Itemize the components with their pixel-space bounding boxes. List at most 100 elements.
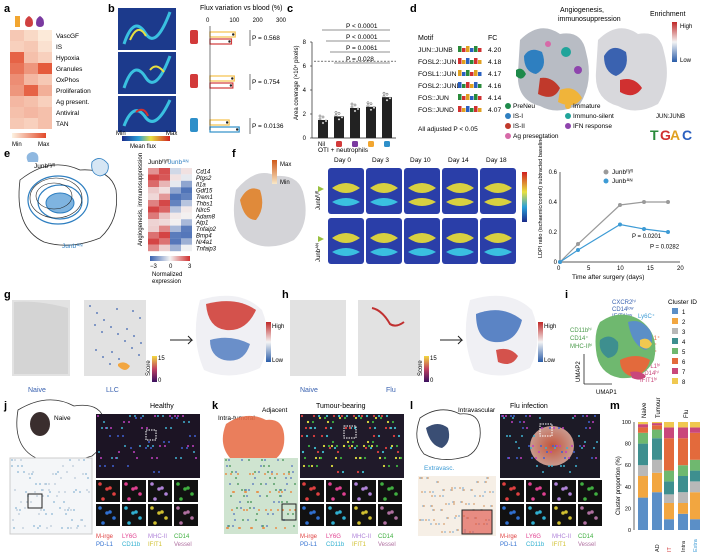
cell-dot — [383, 521, 387, 525]
cell-dot — [159, 445, 161, 447]
legend-label: IS-II — [513, 123, 525, 130]
c-point — [321, 121, 325, 125]
cell-dot — [313, 446, 317, 450]
cell-dot — [335, 444, 339, 448]
cell-dot — [353, 446, 357, 450]
channel-label: MHC-II — [552, 534, 571, 540]
cell-dot — [101, 427, 103, 429]
f-day-images: Day 0 Day 3 Day 10 Day 14 Day 18 — [318, 157, 516, 264]
c-point — [385, 92, 389, 96]
organ-icon — [190, 74, 198, 88]
cell-dot — [294, 483, 296, 485]
cluster-id-label: 4 — [682, 340, 686, 346]
c-point — [369, 102, 373, 106]
cell-dot — [528, 445, 530, 447]
f-series-line — [559, 201, 668, 263]
cell-dot — [270, 509, 272, 511]
cell-dot — [103, 319, 105, 321]
heatmap-a-row-label: Proliferation — [56, 88, 91, 95]
cell-dot — [142, 415, 144, 417]
cell-dot — [364, 446, 368, 450]
cell-dot — [587, 487, 591, 491]
cell-dot — [239, 501, 241, 503]
cell-dot — [35, 483, 37, 485]
j-naive-density — [30, 412, 50, 436]
svg-text:G: G — [660, 127, 671, 143]
g-enrich-scale — [266, 322, 271, 362]
cell-dot — [153, 521, 157, 525]
panel-b: b Min Max Mean flux Flux variation vs bl… — [108, 3, 287, 150]
heatmap-e-cell — [170, 168, 181, 175]
k-title: Tumour-bearing — [316, 403, 366, 410]
cell-dot — [118, 358, 120, 360]
l-intravascular: Intravascular — [458, 407, 496, 414]
channel-label: LY6G — [526, 534, 541, 540]
cell-dot — [140, 342, 142, 344]
cell-dot — [564, 486, 568, 490]
cell-dot — [21, 465, 23, 467]
cell-dot — [366, 420, 370, 424]
ldpi-limb — [370, 233, 398, 243]
h-low: Low — [544, 358, 556, 364]
cell-dot — [31, 473, 33, 475]
cell-dot — [368, 492, 372, 496]
cell-dot — [453, 501, 455, 503]
channel-label: CD14 — [174, 534, 190, 540]
cell-dot — [325, 434, 329, 438]
cell-dot — [190, 492, 194, 496]
c-point — [334, 114, 338, 117]
channel-thumbnail — [96, 480, 120, 502]
gene-label: Bmp4 — [196, 234, 212, 240]
cell-dot — [85, 473, 87, 475]
cell-dot — [238, 527, 240, 529]
panel-j: j Naive Healthy M-irge LY6G MHC-II CD14 PD-L… — [3, 399, 200, 548]
f-x-tick: 15 — [647, 266, 654, 272]
cell-dot — [24, 507, 26, 509]
motif-header: Motif — [418, 35, 433, 42]
heatmap-e-cell — [181, 200, 192, 207]
bone-icon — [15, 16, 20, 27]
gene-label: Adam8 — [195, 214, 216, 220]
e-junb-dn: Junbᐞᴺ — [62, 242, 83, 250]
cell-dot — [523, 421, 525, 423]
cell-dot — [169, 415, 171, 417]
heatmap-a-cell — [10, 74, 24, 85]
cell-dot — [63, 501, 65, 503]
heatmap-a-row-label: Ag present. — [56, 99, 89, 106]
heatmap-e-cell — [181, 174, 192, 181]
cell-dot — [443, 489, 445, 491]
day-label: Day 18 — [486, 157, 507, 164]
m-tick-label: 100 — [622, 420, 631, 426]
cell-dot — [519, 421, 521, 423]
motif-logo-glyph — [458, 58, 462, 64]
cell-dot — [463, 489, 465, 491]
e-junb-ff: Junbᶠˡ/ᶠˡ — [34, 163, 55, 170]
m-stack-segment — [678, 476, 688, 493]
cell-dot — [356, 470, 360, 474]
heatmap-e-cell — [181, 206, 192, 213]
cell-dot — [69, 459, 71, 461]
cell-dot — [548, 465, 550, 467]
c-p-value: P = 0.0061 — [346, 45, 378, 52]
cell-dot — [306, 420, 310, 424]
panel-letter-c: c — [287, 3, 293, 15]
cell-dot — [324, 426, 328, 430]
cell-dot — [293, 525, 295, 527]
cell-dot — [433, 509, 435, 511]
cell-dot — [531, 457, 533, 459]
f-y-tick: 0.6 — [549, 170, 558, 176]
cell-dot — [328, 506, 332, 510]
cell-dot — [327, 444, 331, 448]
m-stack-segment — [652, 438, 662, 460]
cell-dot — [482, 495, 484, 497]
cell-dot — [127, 465, 129, 467]
heatmap-a-cell — [10, 41, 24, 52]
heatmap-e-cell — [148, 187, 159, 194]
cluster-id-label: 5 — [682, 350, 686, 356]
cell-dot — [357, 414, 361, 418]
i-left-label: MHC-IIʰⁱ — [570, 342, 592, 350]
cell-dot — [235, 477, 237, 479]
cell-dot — [331, 440, 335, 444]
h-score-min: 0 — [430, 378, 434, 384]
cell-dot — [70, 509, 72, 511]
